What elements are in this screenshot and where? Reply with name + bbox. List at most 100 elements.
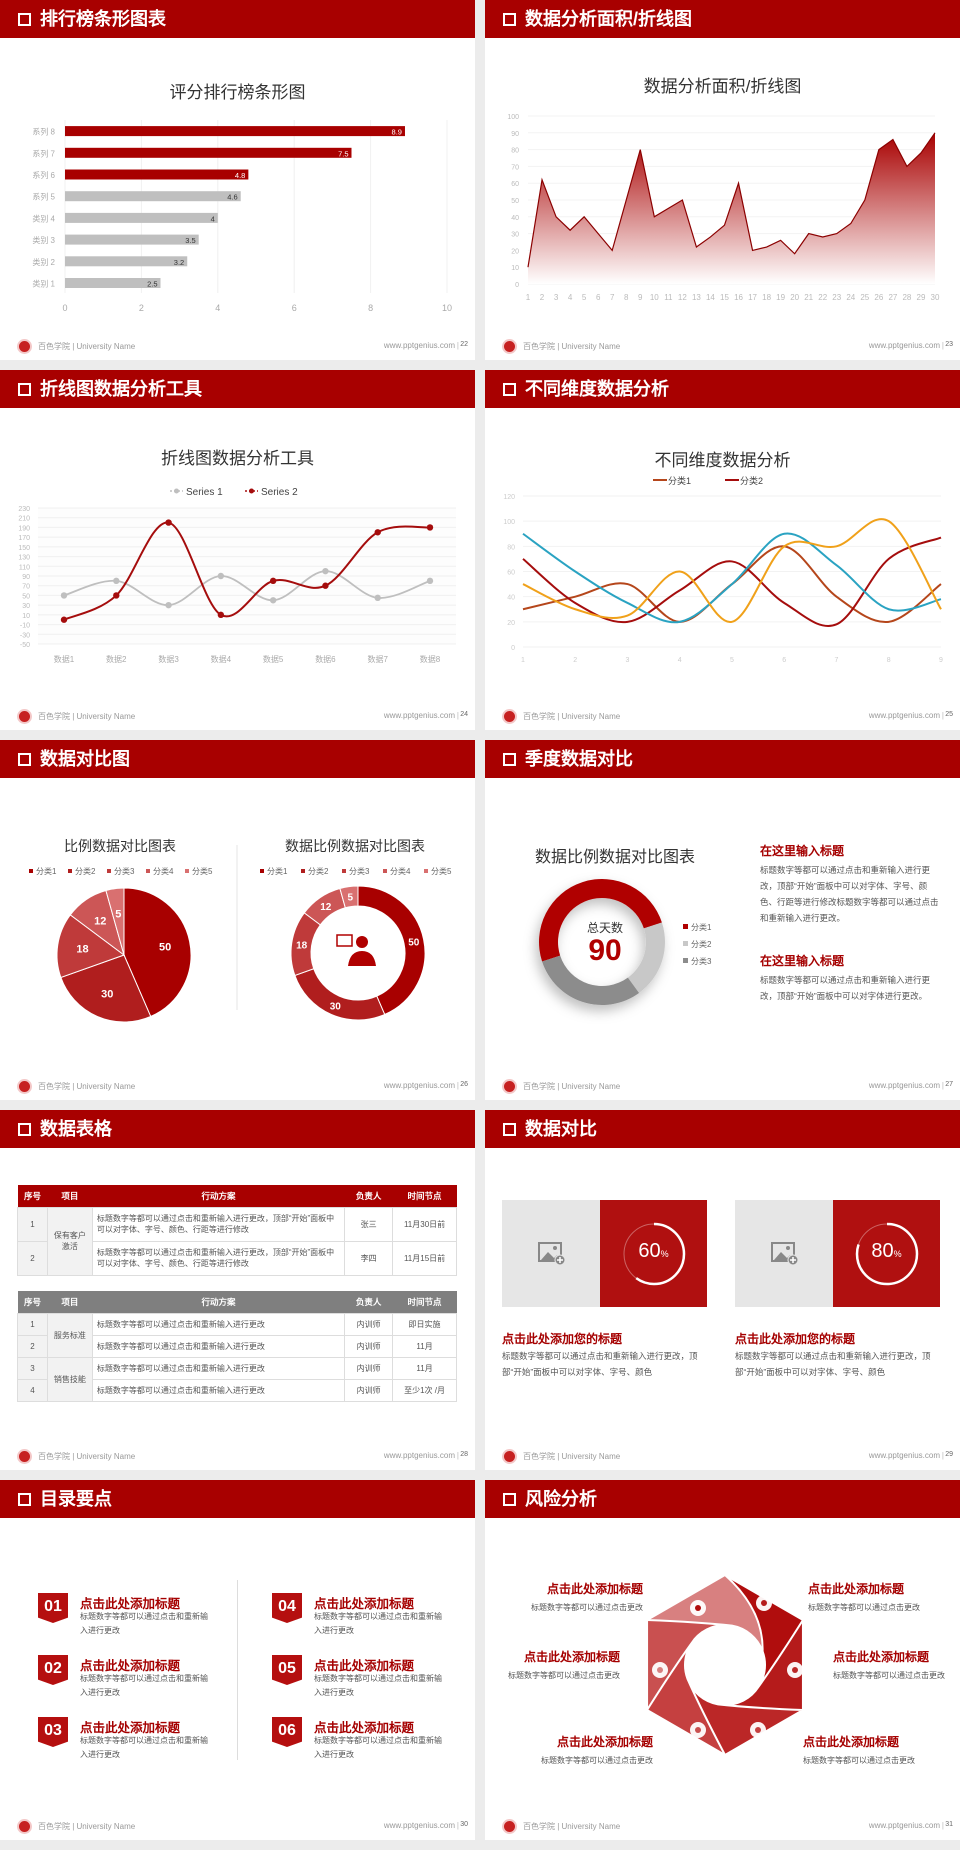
y-tick-label: 130 — [18, 555, 30, 562]
x-tick-label: 1 — [521, 657, 525, 664]
column-header: 序号 — [23, 1296, 41, 1307]
toc-text: 标题数字等都可以通过点击和重新输入进行更改 — [314, 1612, 442, 1635]
image-placeholder[interactable] — [502, 1200, 600, 1307]
pie-slice — [339, 885, 359, 909]
chart — [646, 1574, 804, 1756]
university-logo — [17, 1819, 32, 1834]
risk-heading[interactable]: 点击此处添加标题 — [833, 1650, 930, 1664]
y-tick-label: 50 — [22, 593, 30, 600]
x-tick-label: 4 — [568, 293, 573, 302]
y-tick-label: 70 — [511, 164, 519, 171]
footer-url[interactable]: www.pptgenius.com — [383, 1821, 455, 1830]
x-tick-label: 7 — [835, 657, 839, 664]
university-logo — [17, 709, 32, 724]
footer-url[interactable]: www.pptgenius.com — [868, 711, 940, 720]
footer-url[interactable]: www.pptgenius.com — [383, 1451, 455, 1460]
footer-separator: | — [941, 1451, 944, 1460]
cell-time: 至少1次 /月 — [392, 1378, 457, 1402]
toc-heading[interactable]: 点击此处添加标题 — [314, 1721, 415, 1735]
university-logo — [17, 339, 32, 354]
percent-unit: % — [893, 1249, 902, 1259]
x-tick-label: 数据6 — [315, 654, 336, 664]
toc-heading[interactable]: 点击此处添加标题 — [80, 1597, 181, 1611]
table-header-row: 序号 项目 行动方案 负责人 时间节点 — [17, 1185, 457, 1207]
slide-header: 目录要点 — [0, 1480, 475, 1518]
image-placeholder[interactable] — [735, 1200, 833, 1307]
x-tick-label: 数据4 — [211, 654, 232, 664]
progress-arc — [622, 1222, 686, 1286]
toc-heading[interactable]: 点击此处添加标题 — [314, 1597, 415, 1611]
pie-chart-icon — [750, 1722, 766, 1738]
x-tick-label: 6 — [292, 303, 297, 313]
checkbox-square-icon — [18, 752, 31, 766]
series-line — [63, 521, 431, 621]
y-tick-label: 120 — [503, 494, 515, 501]
page-number: 26 — [460, 1081, 468, 1088]
y-tick-label: 90 — [511, 131, 519, 138]
legend-marker — [301, 869, 305, 873]
data-point — [374, 529, 381, 536]
footer-url[interactable]: www.pptgenius.com — [383, 341, 455, 350]
column-header: 行动方案 — [201, 1190, 236, 1201]
percent-number: 80 — [871, 1240, 894, 1262]
university-logo — [502, 1079, 517, 1094]
risk-text: 标题数字等都可以通过点击更改 — [508, 1671, 620, 1680]
y-tick-label: 60 — [507, 570, 515, 577]
page-number: 22 — [460, 341, 468, 348]
toc-heading[interactable]: 点击此处添加标题 — [314, 1659, 415, 1673]
ring-segment — [646, 1574, 764, 1653]
percent-value: 80% — [833, 1240, 940, 1263]
page-number: 28 — [460, 1451, 468, 1458]
slide-header: 排行榜条形图表 — [0, 0, 475, 38]
legend-label: 分类1 — [668, 475, 691, 486]
risk-heading[interactable]: 点击此处添加标题 — [808, 1582, 905, 1596]
data-point — [322, 582, 329, 589]
risk-heading[interactable]: 点击此处添加标题 — [523, 1650, 620, 1664]
footer-url[interactable]: www.pptgenius.com — [868, 1451, 940, 1460]
y-tick-label: 30 — [22, 603, 30, 610]
slice-label: 12 — [94, 915, 106, 927]
risk-heading[interactable]: 点击此处添加标题 — [556, 1735, 653, 1749]
footer-url[interactable]: www.pptgenius.com — [868, 341, 940, 350]
x-tick-label: 10 — [442, 303, 452, 313]
footer-url[interactable]: www.pptgenius.com — [383, 1081, 455, 1090]
x-tick-label: 21 — [804, 293, 813, 302]
toc-heading[interactable]: 点击此处添加标题 — [80, 1721, 181, 1735]
legend-label: 分类2 — [691, 939, 712, 949]
footer-url[interactable]: www.pptgenius.com — [868, 1081, 940, 1090]
risk-text: 标题数字等都可以通过点击更改 — [531, 1603, 643, 1612]
y-tick-label: 170 — [18, 535, 30, 542]
category-label: 类别 3 — [32, 235, 55, 245]
bar-value-label: 7.5 — [338, 149, 348, 158]
slide-10: 风险分析 百色学院 | University Name www.pptgenius.… — [485, 1480, 960, 1840]
x-tick-label: 29 — [917, 293, 926, 302]
bar — [65, 191, 241, 202]
x-tick-label: 数据2 — [106, 654, 127, 664]
risk-heading[interactable]: 点击此处添加标题 — [803, 1735, 900, 1749]
bar-value-label: 3.2 — [174, 258, 184, 267]
data-point — [322, 567, 329, 575]
chart-title: 不同维度数据分析 — [654, 451, 791, 470]
percent-unit: % — [660, 1249, 669, 1259]
risk-heading[interactable]: 点击此处添加标题 — [546, 1582, 643, 1596]
percent-panel: 60% — [600, 1200, 707, 1307]
slice-label: 5 — [347, 893, 353, 904]
toc-heading[interactable]: 点击此处添加标题 — [80, 1659, 181, 1673]
bar — [65, 234, 199, 245]
center-value: 90 — [588, 934, 621, 967]
cell-owner: 张三 — [344, 1206, 394, 1242]
cell-no: 2 — [17, 1334, 48, 1358]
area-line — [527, 132, 936, 268]
page-number: 30 — [460, 1821, 468, 1828]
footer-url[interactable]: www.pptgenius.com — [868, 1821, 940, 1830]
checkbox-square-icon — [503, 12, 516, 26]
slide-title: 数据表格 — [40, 1119, 112, 1139]
legend-marker — [683, 958, 688, 963]
footer-school: 百色学院 | University Name — [38, 1822, 136, 1831]
cell-owner: 内训师 — [344, 1334, 394, 1358]
footer-url[interactable]: www.pptgenius.com — [383, 711, 455, 720]
legend-marker — [29, 869, 33, 873]
x-tick-label: 2 — [139, 303, 144, 313]
data-point — [113, 577, 120, 585]
slide-title: 折线图数据分析工具 — [40, 379, 202, 399]
